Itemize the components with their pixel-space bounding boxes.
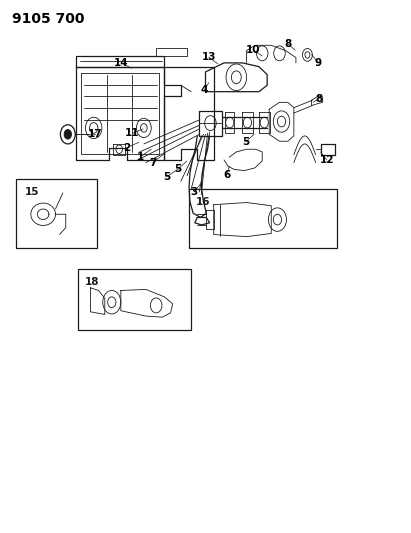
Bar	[78, 269, 191, 330]
Text: 1: 1	[137, 152, 144, 161]
Text: 2: 2	[123, 143, 130, 152]
Bar	[189, 189, 337, 248]
Text: 17: 17	[88, 130, 103, 139]
Text: 9105 700: 9105 700	[12, 12, 85, 26]
Text: 5: 5	[242, 137, 249, 147]
Text: 8: 8	[315, 94, 322, 103]
Bar	[16, 179, 97, 248]
Text: 18: 18	[85, 277, 99, 287]
Text: 9: 9	[315, 58, 322, 68]
Text: 13: 13	[201, 52, 216, 62]
Circle shape	[64, 130, 72, 139]
Text: 8: 8	[284, 39, 291, 49]
Text: 12: 12	[319, 155, 334, 165]
Text: 14: 14	[114, 58, 129, 68]
Text: 5: 5	[163, 172, 170, 182]
Text: 7: 7	[149, 158, 157, 167]
Text: 15: 15	[25, 187, 39, 197]
Text: 16: 16	[196, 197, 210, 207]
Text: 5: 5	[174, 165, 181, 174]
Text: 10: 10	[245, 45, 260, 54]
Text: 4: 4	[201, 85, 208, 94]
Text: 11: 11	[125, 128, 140, 138]
Text: 3: 3	[190, 187, 198, 197]
Text: 6: 6	[223, 170, 231, 180]
